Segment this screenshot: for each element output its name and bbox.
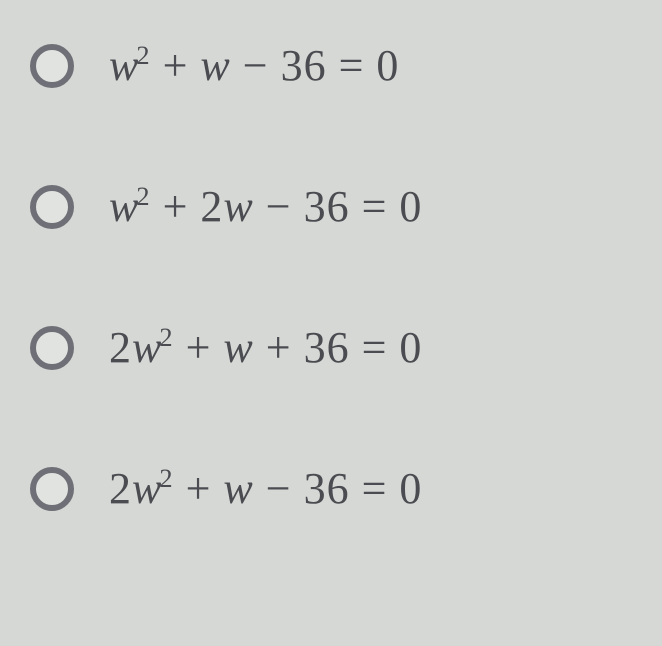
equation-text: w2 + w − 36 = 0 [109, 40, 399, 91]
radio-icon[interactable] [30, 44, 74, 88]
equation-text: 2w2 + w − 36 = 0 [109, 463, 422, 514]
equation-text: 2w2 + w + 36 = 0 [109, 322, 422, 373]
radio-icon[interactable] [30, 467, 74, 511]
option-4[interactable]: 2w2 + w − 36 = 0 [30, 463, 632, 514]
option-3[interactable]: 2w2 + w + 36 = 0 [30, 322, 632, 373]
equation-text: w2 + 2w − 36 = 0 [109, 181, 422, 232]
radio-icon[interactable] [30, 326, 74, 370]
option-1[interactable]: w2 + w − 36 = 0 [30, 40, 632, 91]
radio-icon[interactable] [30, 185, 74, 229]
multiple-choice-list: w2 + w − 36 = 0 w2 + 2w − 36 = 0 2w2 + w… [0, 0, 662, 554]
option-2[interactable]: w2 + 2w − 36 = 0 [30, 181, 632, 232]
